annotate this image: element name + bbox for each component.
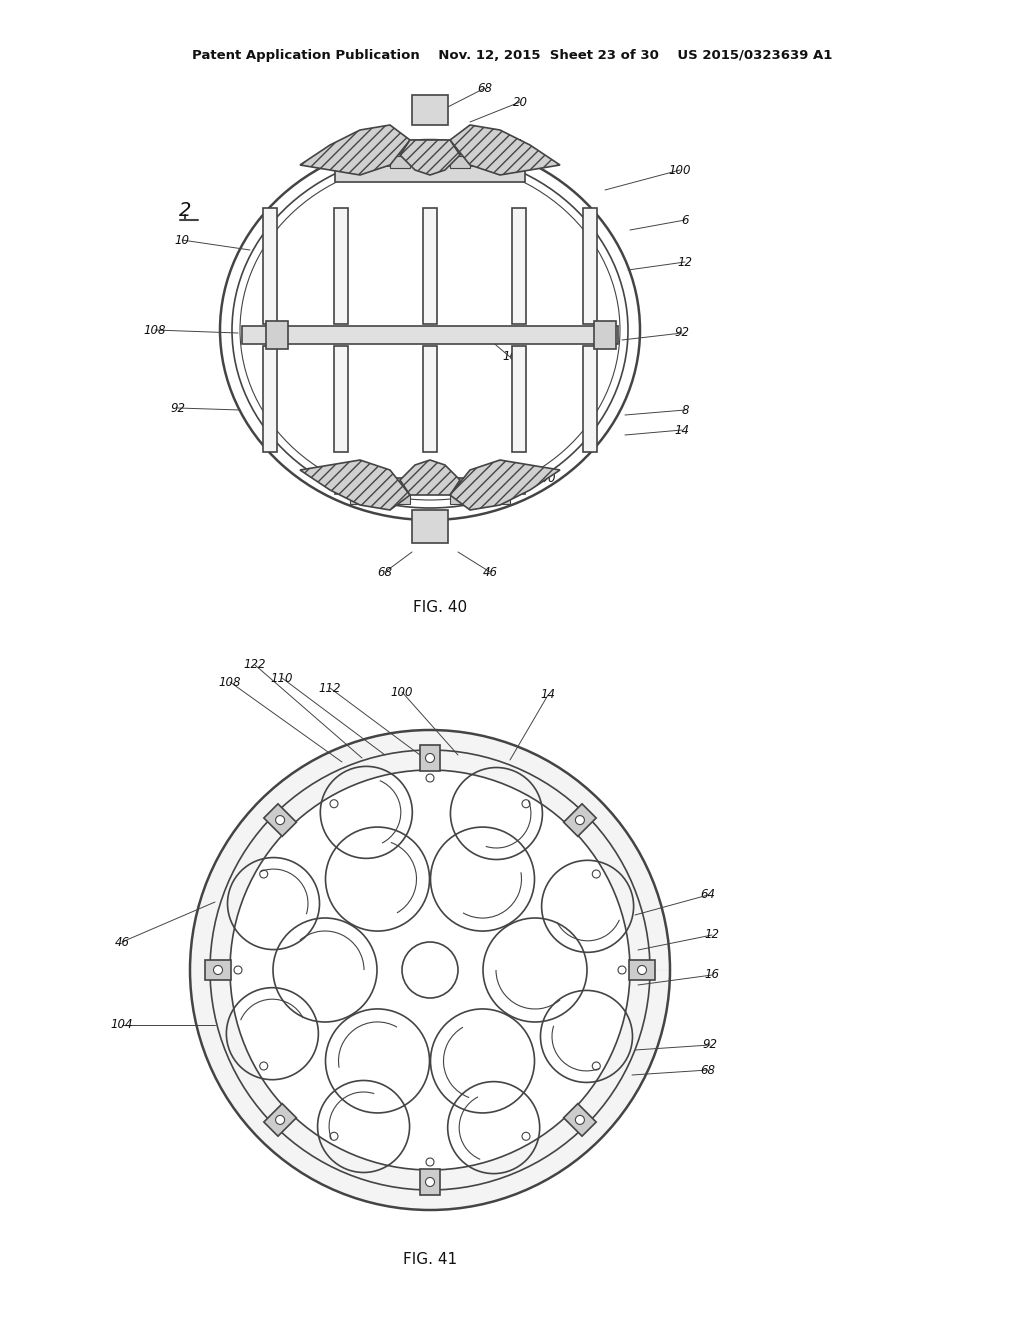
Circle shape xyxy=(260,870,267,878)
Text: 16: 16 xyxy=(503,351,517,363)
Text: 122: 122 xyxy=(244,659,266,672)
Bar xyxy=(390,492,410,504)
Bar xyxy=(334,209,348,323)
Polygon shape xyxy=(629,960,655,979)
Bar xyxy=(350,492,370,504)
Circle shape xyxy=(260,1063,267,1071)
Circle shape xyxy=(330,800,338,808)
Text: 12: 12 xyxy=(705,928,720,941)
Polygon shape xyxy=(400,140,460,176)
Circle shape xyxy=(426,774,434,781)
Circle shape xyxy=(426,754,434,763)
Text: 100: 100 xyxy=(669,164,691,177)
Text: FIG. 41: FIG. 41 xyxy=(402,1253,457,1267)
Bar xyxy=(242,326,618,345)
Bar xyxy=(263,209,278,323)
Polygon shape xyxy=(450,459,560,510)
Text: 14: 14 xyxy=(675,424,689,437)
Bar xyxy=(450,492,470,504)
Circle shape xyxy=(592,870,600,878)
Text: Patent Application Publication    Nov. 12, 2015  Sheet 23 of 30    US 2015/03236: Patent Application Publication Nov. 12, … xyxy=(191,49,833,62)
Polygon shape xyxy=(563,804,596,837)
Bar xyxy=(423,209,437,323)
Text: 100: 100 xyxy=(534,471,556,484)
Text: 104: 104 xyxy=(111,1019,133,1031)
Bar xyxy=(390,156,410,168)
Text: 100: 100 xyxy=(391,685,414,698)
Polygon shape xyxy=(300,125,410,176)
Bar xyxy=(594,321,616,348)
Text: 8: 8 xyxy=(681,404,689,417)
Text: 92: 92 xyxy=(171,401,185,414)
Circle shape xyxy=(275,1115,285,1125)
Text: 108: 108 xyxy=(219,676,242,689)
Bar xyxy=(450,156,470,168)
Polygon shape xyxy=(264,804,296,837)
Polygon shape xyxy=(420,1170,440,1195)
Polygon shape xyxy=(205,960,231,979)
Circle shape xyxy=(330,1133,338,1140)
Bar xyxy=(334,346,348,451)
Circle shape xyxy=(213,965,222,974)
Polygon shape xyxy=(400,459,460,495)
Text: 6: 6 xyxy=(681,214,689,227)
Text: 92: 92 xyxy=(675,326,689,339)
Text: 68: 68 xyxy=(378,565,392,578)
Text: 2: 2 xyxy=(179,201,191,219)
Text: 108: 108 xyxy=(143,323,166,337)
Bar xyxy=(490,492,510,504)
Polygon shape xyxy=(300,459,410,510)
Bar xyxy=(583,209,597,323)
Polygon shape xyxy=(420,744,440,771)
Circle shape xyxy=(522,1133,530,1140)
Bar xyxy=(512,209,526,323)
Text: 64: 64 xyxy=(508,139,522,152)
Circle shape xyxy=(275,816,285,825)
Text: 68: 68 xyxy=(700,1064,716,1077)
Circle shape xyxy=(592,1063,600,1071)
Circle shape xyxy=(638,965,646,974)
Bar xyxy=(512,346,526,451)
Text: 46: 46 xyxy=(115,936,129,949)
Circle shape xyxy=(575,1115,585,1125)
Text: 20: 20 xyxy=(512,95,527,108)
Circle shape xyxy=(618,966,626,974)
Text: 16: 16 xyxy=(705,969,720,982)
Text: FIG. 40: FIG. 40 xyxy=(413,601,467,615)
Bar xyxy=(423,346,437,451)
Bar xyxy=(266,321,288,348)
Text: 14: 14 xyxy=(541,689,555,701)
Polygon shape xyxy=(450,125,560,176)
Polygon shape xyxy=(264,1104,296,1137)
Text: 64: 64 xyxy=(700,888,716,902)
Text: 12: 12 xyxy=(678,256,692,268)
Bar xyxy=(490,156,510,168)
Bar xyxy=(350,156,370,168)
Bar xyxy=(263,346,278,451)
Bar xyxy=(335,166,525,182)
Text: 112: 112 xyxy=(318,681,341,694)
Text: 68: 68 xyxy=(477,82,493,95)
Text: 46: 46 xyxy=(482,565,498,578)
Text: 10: 10 xyxy=(174,234,189,247)
Bar xyxy=(412,510,449,543)
Circle shape xyxy=(575,816,585,825)
Circle shape xyxy=(522,800,530,808)
Polygon shape xyxy=(190,730,670,1210)
Circle shape xyxy=(426,1177,434,1187)
Circle shape xyxy=(426,1158,434,1166)
Polygon shape xyxy=(563,1104,596,1137)
Bar xyxy=(583,346,597,451)
Text: 110: 110 xyxy=(270,672,293,685)
Bar xyxy=(335,478,525,494)
Text: 92: 92 xyxy=(702,1039,718,1052)
Circle shape xyxy=(234,966,242,974)
Bar xyxy=(412,95,449,125)
